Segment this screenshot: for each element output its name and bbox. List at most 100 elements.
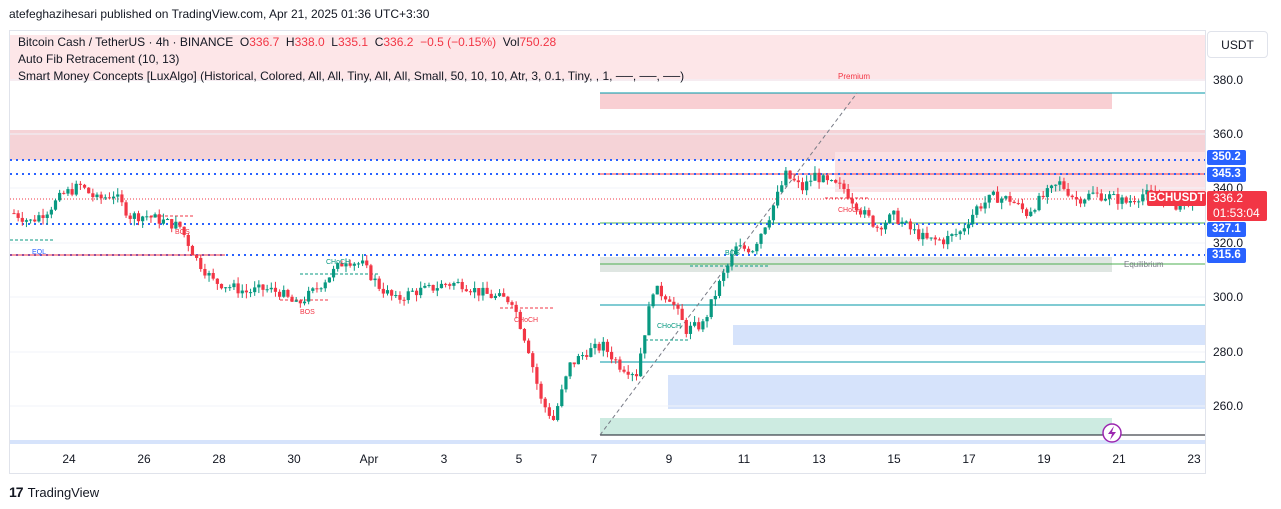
symbol-name[interactable]: Bitcoin Cash / TetherUS · 4h · BINANCE — [18, 35, 234, 49]
candle-body — [323, 282, 327, 289]
symbol-price-tag: BCHUSDT — [1147, 191, 1206, 206]
candle-body — [489, 293, 493, 299]
candle-body — [771, 205, 776, 221]
candle-body — [788, 170, 792, 179]
candle-body — [481, 287, 485, 296]
fib-trend-line — [599, 92, 858, 436]
top-premium-zone — [10, 35, 1205, 81]
candle-body — [165, 219, 170, 221]
candle-body — [485, 287, 489, 294]
candle-body — [904, 221, 908, 223]
candle-body — [236, 283, 240, 294]
currency-button[interactable]: USDT — [1207, 31, 1268, 58]
candle-body — [829, 180, 834, 182]
candle-body — [950, 234, 954, 236]
candle-body — [717, 280, 722, 296]
candle-body — [1049, 185, 1054, 189]
candle-body — [776, 191, 780, 206]
candle-body — [1020, 203, 1025, 210]
date-tick: 5 — [515, 452, 523, 466]
candle-body — [240, 290, 244, 294]
candle-body — [796, 180, 800, 183]
bar-countdown: 01:53:04 — [1213, 206, 1260, 220]
legend-ohlc[interactable]: Bitcoin Cash / TetherUS · 4h · BINANCE O… — [18, 35, 556, 49]
published-by-text: atefeghazihesari published on TradingVie… — [9, 7, 430, 21]
candle-body — [995, 191, 1000, 203]
candle-body — [1083, 199, 1087, 204]
candle-body — [510, 302, 514, 305]
candle-body — [792, 178, 796, 181]
candle-body — [124, 202, 128, 216]
candle-body — [713, 295, 717, 300]
date-tick: Apr — [359, 452, 379, 466]
candle-body — [1004, 196, 1008, 199]
bottom-zone — [10, 440, 1205, 444]
date-tick: 23 — [1187, 452, 1201, 466]
candle-body — [863, 210, 867, 215]
candle-body — [435, 288, 439, 291]
candle-body — [385, 290, 390, 294]
candle-body — [908, 221, 912, 230]
candle-body — [477, 288, 481, 296]
candle-body — [182, 226, 186, 235]
indicator-smc[interactable]: Smart Money Concepts [LuxAlgo] (Historic… — [18, 69, 685, 83]
candle-body — [502, 293, 506, 297]
date-tick: 26 — [137, 452, 151, 466]
date-tick: 28 — [212, 452, 226, 466]
candle-body — [439, 283, 444, 289]
candle-body — [942, 239, 946, 245]
candle-body — [456, 282, 460, 284]
candle-body — [1037, 195, 1041, 211]
candle-body — [859, 210, 863, 215]
candle-body — [1045, 188, 1049, 198]
candle-body — [834, 180, 838, 183]
price-tick-300: 300.0 — [1213, 290, 1244, 304]
chart-frame[interactable] — [9, 30, 1206, 474]
candle-body — [1062, 181, 1066, 189]
candle-body — [639, 353, 643, 377]
candle-body — [622, 369, 626, 372]
bos-label-3: BOS — [725, 250, 740, 257]
date-tick: 17 — [962, 452, 976, 466]
candle-body — [211, 273, 215, 279]
candle-body — [991, 191, 995, 195]
candle-body — [805, 181, 809, 191]
candle-body — [336, 263, 340, 269]
candle-body — [452, 282, 456, 286]
tradingview-logo-icon: 17 — [9, 484, 24, 500]
candle-body — [580, 355, 585, 357]
candle-body — [734, 246, 738, 255]
candle-body — [186, 234, 190, 246]
candle-body — [493, 295, 497, 299]
candle-body — [132, 213, 136, 219]
candle-body — [99, 194, 103, 199]
price-tick-260: 260.0 — [1213, 399, 1244, 413]
bos-label-2: BOS — [300, 309, 315, 316]
candle-body — [1091, 192, 1095, 194]
lightning-icon[interactable] — [1102, 423, 1122, 443]
candle-body — [838, 182, 842, 184]
candle-body — [66, 189, 70, 194]
candle-body — [925, 232, 929, 239]
bos-label-1: BOS — [175, 229, 190, 236]
candle-body — [883, 222, 888, 230]
tradingview-logo[interactable]: 17 TradingView — [9, 484, 99, 500]
candle-body — [70, 189, 74, 195]
candle-body — [24, 220, 29, 222]
candle-body — [315, 288, 319, 290]
candle-body — [763, 227, 767, 234]
candle-body — [1008, 196, 1012, 202]
candle-body — [448, 284, 452, 286]
candle-body — [1128, 201, 1132, 203]
candle-body — [1145, 190, 1149, 195]
candle-body — [219, 283, 224, 289]
date-tick: 30 — [287, 452, 301, 466]
candle-body — [58, 192, 62, 201]
candle-body — [444, 283, 448, 285]
indicator-fib[interactable]: Auto Fib Retracement (10, 13) — [18, 52, 180, 66]
candle-body — [589, 348, 593, 357]
candle-body — [518, 311, 522, 329]
candle-body — [900, 221, 904, 224]
candle-body — [298, 300, 302, 304]
